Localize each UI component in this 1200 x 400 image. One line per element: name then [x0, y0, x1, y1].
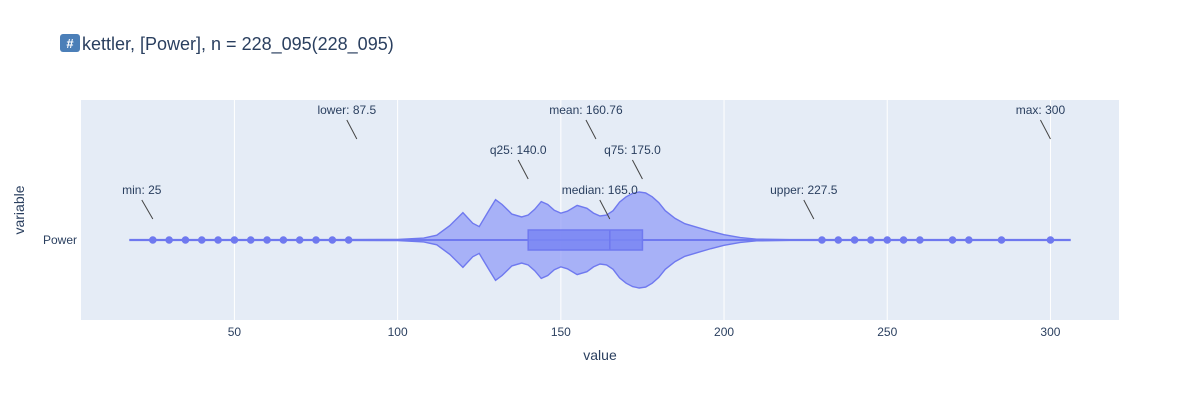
- outlier-point: [197, 236, 206, 244]
- outlier-point: [295, 236, 304, 244]
- outlier-point: [230, 236, 239, 244]
- outlier-point: [344, 236, 353, 244]
- outlier-point: [312, 236, 320, 244]
- annotation-leader-q25: [517, 159, 529, 180]
- x-axis-title: value: [583, 347, 617, 363]
- outlier-point: [181, 236, 190, 244]
- outlier-point: [279, 236, 288, 244]
- annotation-leader-mean: [585, 119, 597, 140]
- x-tick-label-300: 300: [1040, 325, 1060, 339]
- outlier-point: [149, 236, 157, 244]
- annotation-label-max: max: 300: [1016, 103, 1066, 117]
- y-category-label: Power: [43, 233, 77, 247]
- outlier-point: [818, 236, 826, 244]
- outlier-point: [867, 236, 875, 244]
- annotation-leader-q75: [631, 159, 643, 180]
- tick-label-layer: 50 100 150 200 250 300: [228, 325, 1061, 339]
- x-tick-label-100: 100: [388, 325, 408, 339]
- annotation-label-upper: upper: 227.5: [770, 183, 838, 197]
- outlier-point: [916, 236, 924, 244]
- outlier-point: [263, 236, 271, 244]
- hash-keycap-icon: [60, 34, 80, 52]
- outlier-point: [948, 236, 957, 244]
- outlier-point: [1046, 236, 1055, 244]
- x-tick-label-150: 150: [551, 325, 571, 339]
- outlier-point: [328, 236, 337, 244]
- plot-background: [81, 100, 1119, 320]
- annotation-leader-lower: [346, 119, 358, 140]
- annotation-leader-max: [1040, 119, 1051, 140]
- annotation-label-mean: mean: 160.76: [549, 103, 623, 117]
- outlier-point: [834, 236, 843, 244]
- annotation-label-q25: q25: 140.0: [490, 143, 547, 157]
- annotation-label-median: median: 165.0: [562, 183, 638, 197]
- grid-lines: [233, 100, 1051, 320]
- hash-keycap-icon-text: #: [66, 36, 74, 51]
- annotation-leader-upper: [803, 199, 815, 220]
- annotation-leader-median: [599, 199, 611, 220]
- x-tick-label-250: 250: [877, 325, 897, 339]
- chart-title-group: # kettler, [Power], n = 228_095(228_095): [60, 34, 394, 55]
- outlier-point: [850, 236, 859, 244]
- annotation-leader-min: [141, 199, 154, 220]
- violin-layer: [129, 191, 1071, 289]
- outlier-point: [883, 236, 892, 244]
- annotation-label-min: min: 25: [122, 183, 162, 197]
- annotations-layer: min: 25 lower: 87.5 q25: 140.0 mean: 160.76…: [122, 103, 1066, 220]
- outlier-point: [997, 236, 1006, 244]
- outlier-point: [899, 236, 908, 244]
- outlier-point: [246, 236, 255, 244]
- y-axis-title: variable: [11, 185, 27, 234]
- outlier-point: [965, 236, 973, 244]
- outlier-point: [165, 236, 173, 244]
- x-tick-label-200: 200: [714, 325, 734, 339]
- annotation-label-q75: q75: 175.0: [604, 143, 661, 157]
- chart-title: kettler, [Power], n = 228_095(228_095): [82, 34, 394, 55]
- outlier-point: [214, 236, 222, 244]
- x-tick-label-50: 50: [228, 325, 242, 339]
- iqr-box: [527, 229, 644, 251]
- annotation-label-lower: lower: 87.5: [317, 103, 376, 117]
